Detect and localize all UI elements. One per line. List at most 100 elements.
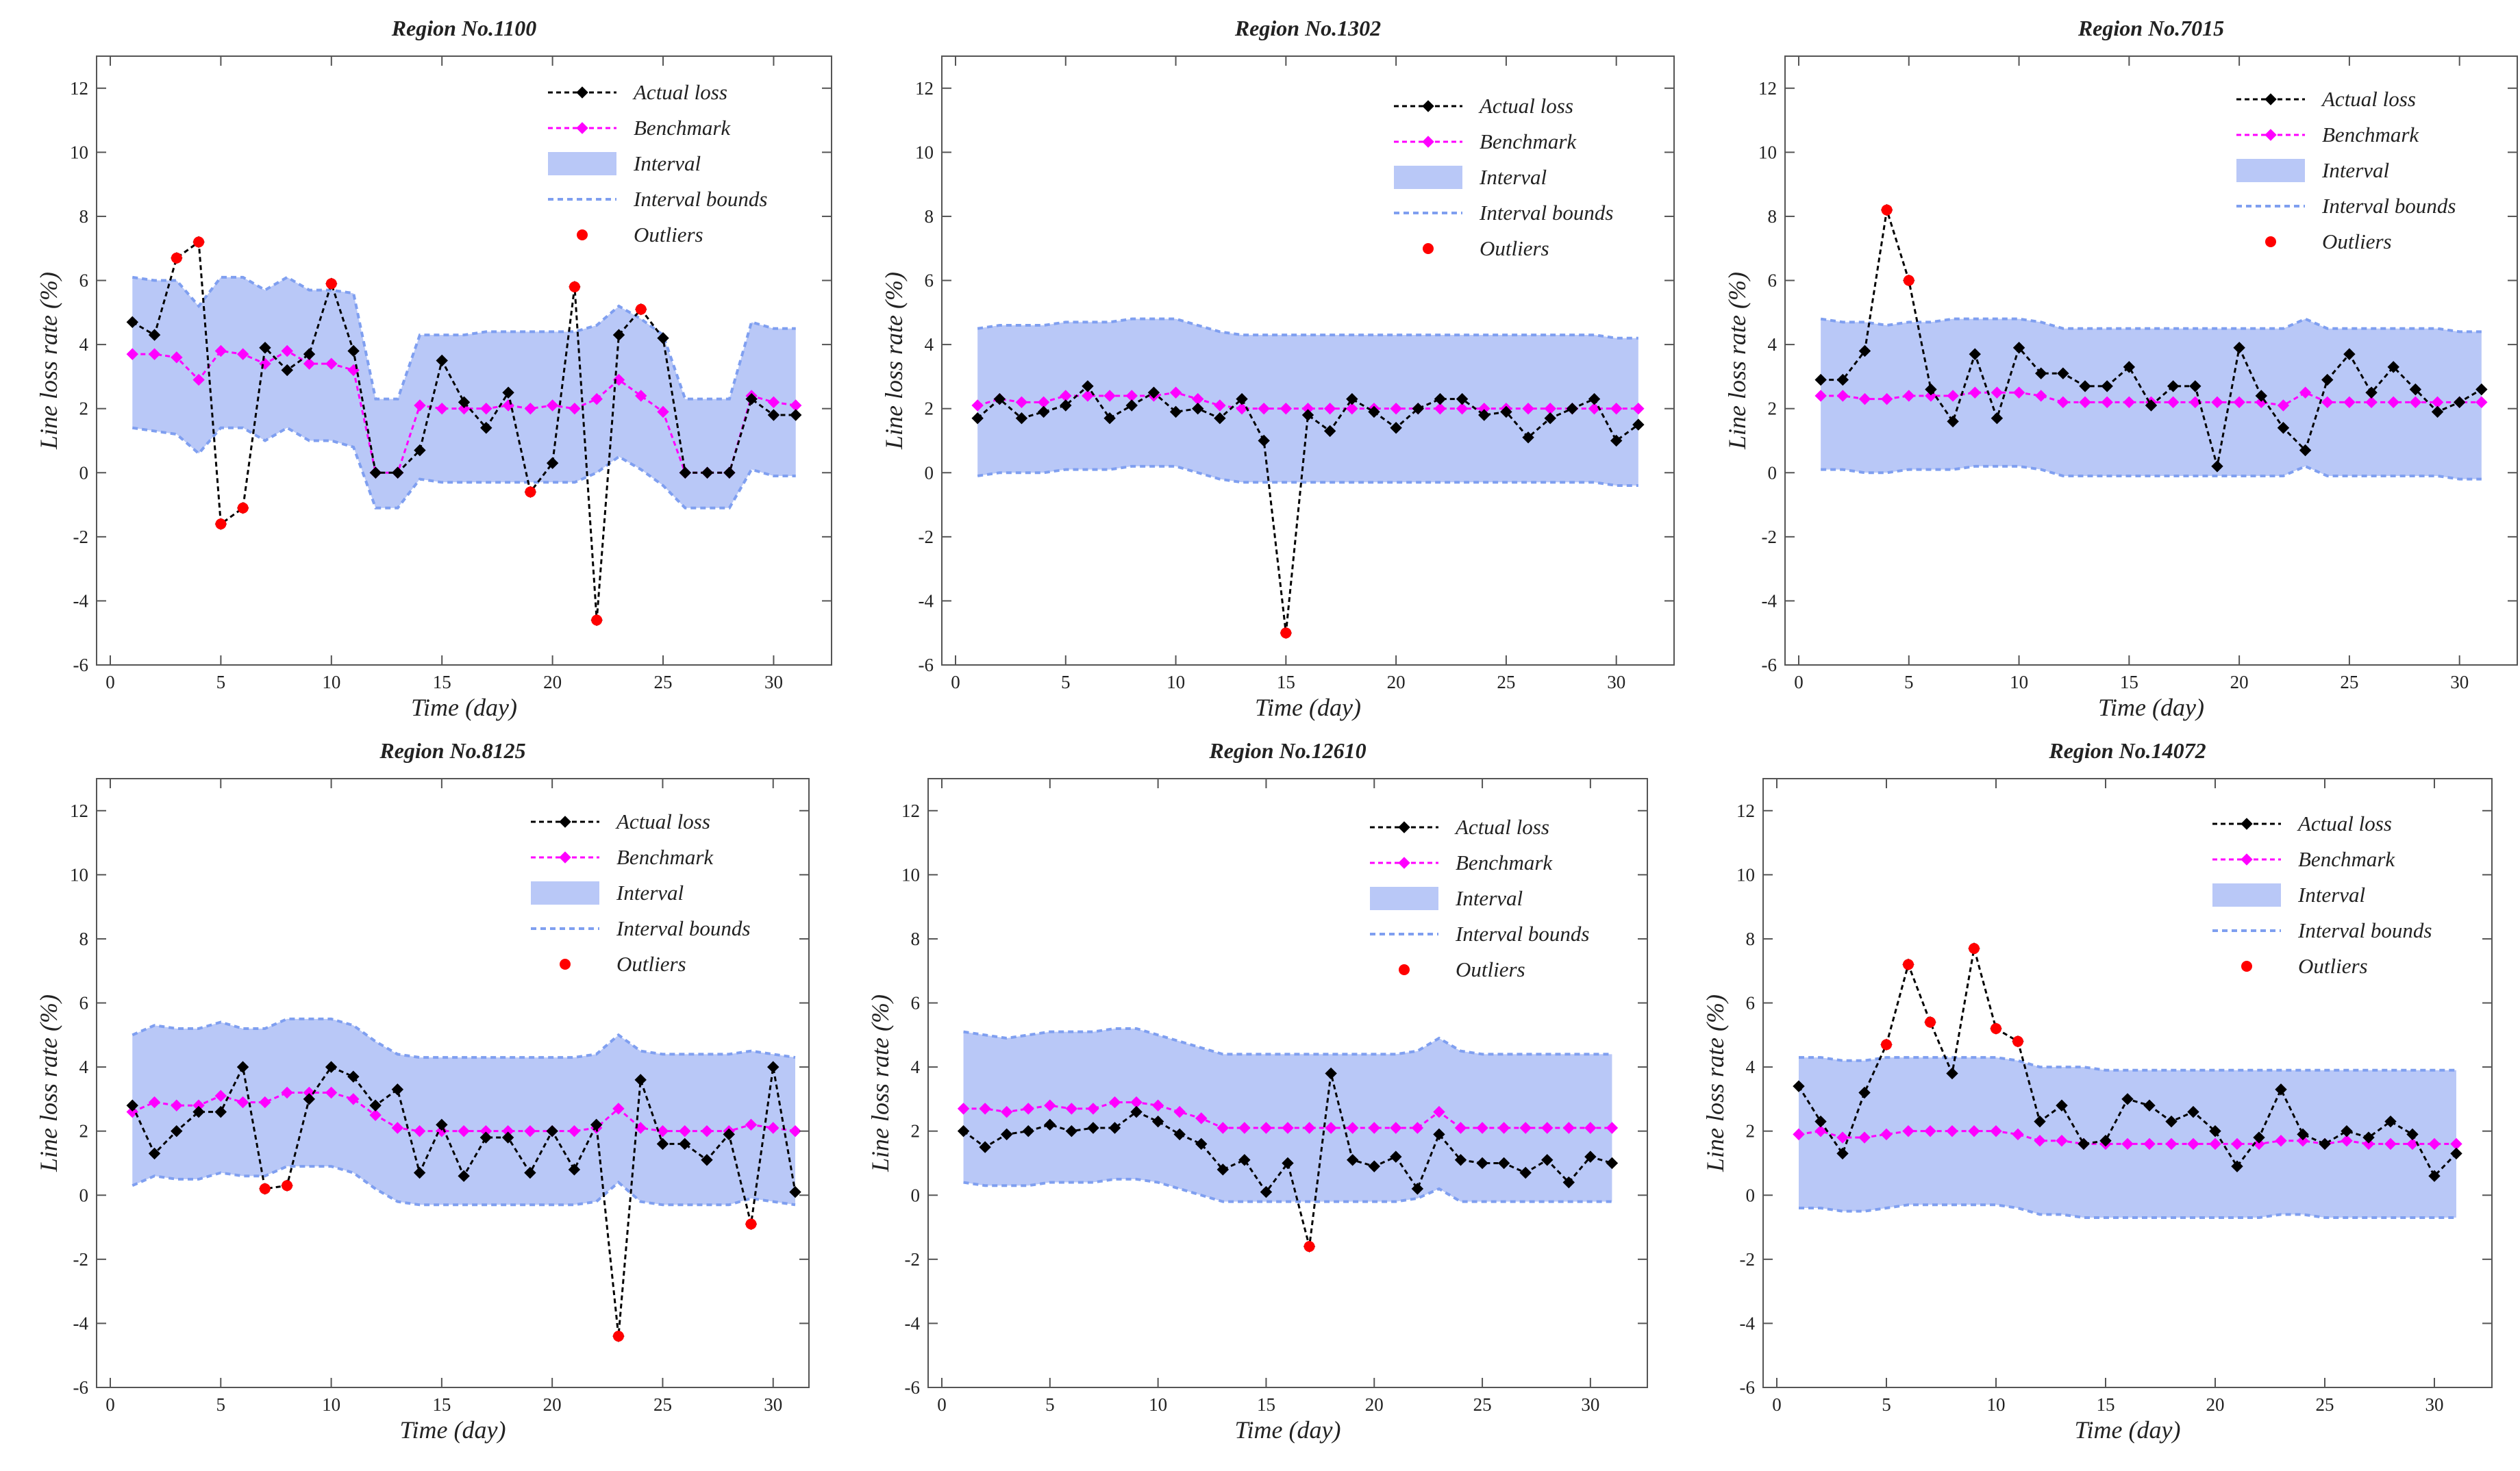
actual-loss-point — [479, 1131, 492, 1144]
interval-band — [977, 318, 1638, 486]
legend-benchmark-label: Benchmark — [634, 116, 731, 140]
x-tick-label: 30 — [2450, 672, 2469, 692]
actual-loss-point — [281, 364, 293, 377]
benchmark-point — [2475, 396, 2488, 409]
actual-loss-point — [568, 1164, 581, 1176]
actual-loss-point — [458, 1170, 470, 1182]
legend-actual-label: Actual loss — [2321, 87, 2416, 111]
x-tick-label: 5 — [1045, 1394, 1055, 1415]
actual-loss-point — [1454, 1154, 1467, 1166]
y-tick-label: 12 — [70, 78, 88, 99]
legend-actual-label: Actual loss — [1454, 815, 1549, 839]
y-tick-label: 8 — [1768, 206, 1777, 227]
actual-loss-point — [2343, 348, 2356, 360]
benchmark-point — [458, 402, 471, 415]
benchmark-point — [1433, 1105, 1445, 1118]
y-tick-label: -6 — [919, 655, 934, 675]
outlier-point — [215, 518, 227, 530]
legend-outliers-label: Outliers — [634, 223, 703, 247]
x-tick-label: 10 — [2010, 672, 2028, 692]
benchmark-point — [1368, 1122, 1380, 1134]
benchmark-point — [1238, 1122, 1251, 1134]
actual-loss-point — [2297, 1128, 2309, 1141]
actual-loss-point — [1015, 412, 1028, 425]
actual-loss-point — [1368, 405, 1380, 418]
y-tick-label: -2 — [919, 527, 934, 547]
actual-loss-point — [1044, 1118, 1056, 1131]
y-tick-label: -6 — [905, 1377, 921, 1398]
legend-benchmark-label: Benchmark — [1480, 129, 1577, 153]
actual-loss-point — [236, 1061, 249, 1073]
actual-loss-point — [2143, 1099, 2156, 1111]
benchmark-point — [1280, 402, 1293, 415]
benchmark-point — [701, 1124, 713, 1137]
chart-title: Region No.1302 — [1234, 16, 1381, 40]
y-tick-label: 0 — [1768, 462, 1777, 483]
actual-loss-point — [148, 1147, 161, 1160]
x-axis-label: Time (day) — [400, 1416, 506, 1444]
outlier-point — [1991, 1022, 2001, 1034]
actual-loss-point — [1522, 431, 1534, 444]
x-tick-label: 25 — [2340, 672, 2358, 692]
benchmark-point — [1610, 402, 1623, 415]
legend-actual-label: Actual loss — [615, 809, 710, 833]
benchmark-point — [2277, 399, 2290, 412]
legend-benchmark-marker — [1422, 136, 1434, 148]
actual-loss-point — [590, 1118, 603, 1131]
legend-actual-marker — [1398, 821, 1410, 833]
benchmark-point — [1000, 1105, 1013, 1118]
actual-loss-point — [1169, 405, 1182, 418]
benchmark-point — [789, 1124, 801, 1137]
actual-loss-point — [1566, 402, 1579, 415]
y-tick-label: 10 — [70, 864, 88, 885]
y-tick-label: 4 — [79, 334, 89, 355]
outlier-point — [171, 252, 182, 264]
benchmark-point — [524, 1124, 536, 1137]
y-tick-label: -2 — [1762, 527, 1777, 547]
actual-loss-point — [1173, 1128, 1186, 1141]
legend-outlier-marker — [2241, 961, 2252, 972]
actual-loss-point — [413, 1166, 426, 1179]
benchmark-point — [635, 390, 647, 402]
outlier-point — [525, 486, 536, 498]
actual-loss-point — [1519, 1166, 1532, 1179]
benchmark-point — [148, 1096, 161, 1109]
actual-loss-point — [2078, 1137, 2090, 1151]
legend-bounds-label: Interval bounds — [1479, 201, 1613, 225]
y-tick-label: -2 — [73, 1249, 89, 1270]
actual-loss-point — [1022, 1124, 1034, 1137]
outlier-point — [282, 1180, 293, 1192]
benchmark-point — [2428, 1137, 2441, 1151]
actual-loss-point — [1991, 412, 2004, 425]
legend-outlier-marker — [2265, 236, 2276, 247]
benchmark-point — [2209, 1137, 2221, 1151]
x-tick-label: 25 — [654, 672, 673, 692]
benchmark-point — [1103, 390, 1116, 402]
chart-panel-5: -6 -4 -2 0 2 4 6 8 10 12 0 5 10 15 20 25 30 Region No.126… — [866, 738, 1648, 1444]
legend-bounds-label: Interval bounds — [2297, 918, 2432, 942]
x-tick-label: 30 — [2425, 1394, 2444, 1415]
x-tick-label: 15 — [1277, 672, 1295, 692]
legend-actual-label: Actual loss — [1478, 94, 1573, 118]
benchmark-point — [1217, 1122, 1230, 1134]
benchmark-point — [236, 1096, 249, 1109]
benchmark-point — [767, 1122, 779, 1134]
x-axis-label: Time (day) — [1235, 1416, 1341, 1444]
legend-outlier-marker — [577, 229, 588, 240]
outlier-point — [1925, 1016, 1936, 1028]
actual-loss-point — [2365, 386, 2378, 399]
actual-loss-point — [1368, 1160, 1380, 1172]
actual-loss-point — [2453, 396, 2466, 409]
benchmark-point — [2299, 386, 2312, 399]
actual-loss-point — [1260, 1185, 1273, 1198]
legend-interval-label: Interval — [2321, 158, 2389, 182]
y-axis-label: Line loss rate (%) — [866, 994, 894, 1172]
benchmark-point — [1836, 390, 1849, 402]
actual-loss-point — [1258, 434, 1270, 447]
y-tick-label: 10 — [70, 142, 88, 162]
benchmark-point — [1924, 1124, 1936, 1137]
x-axis-label: Time (day) — [411, 694, 517, 721]
benchmark-point — [502, 399, 514, 412]
actual-loss-point — [1412, 402, 1424, 415]
y-tick-label: 12 — [1758, 78, 1777, 99]
